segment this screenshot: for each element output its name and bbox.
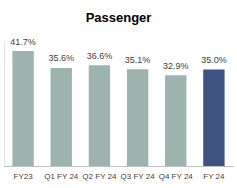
svg-text:Q3 FY 24: Q3 FY 24 bbox=[121, 172, 156, 181]
svg-text:41.7%: 41.7% bbox=[10, 37, 36, 47]
svg-text:Q1 FY 24: Q1 FY 24 bbox=[44, 172, 79, 181]
svg-text:35.0%: 35.0% bbox=[201, 55, 227, 65]
svg-text:FY 24: FY 24 bbox=[203, 172, 225, 181]
svg-text:FY23: FY23 bbox=[14, 172, 34, 181]
svg-text:Q4 FY 24: Q4 FY 24 bbox=[159, 172, 194, 181]
svg-text:32.9%: 32.9% bbox=[163, 61, 189, 71]
svg-text:Passenger: Passenger bbox=[86, 10, 152, 25]
svg-text:36.6%: 36.6% bbox=[87, 51, 113, 61]
svg-text:35.6%: 35.6% bbox=[48, 53, 74, 63]
svg-text:35.1%: 35.1% bbox=[125, 55, 151, 65]
svg-text:Q2 FY 24: Q2 FY 24 bbox=[82, 172, 117, 181]
